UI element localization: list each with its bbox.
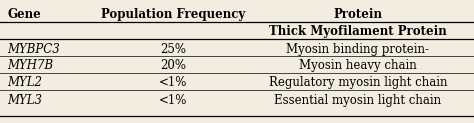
Text: Population Frequency: Population Frequency [101,8,245,21]
Text: 20%: 20% [160,59,186,72]
Text: Gene: Gene [7,8,41,21]
Text: <1%: <1% [159,76,187,89]
Text: <1%: <1% [159,94,187,107]
Text: Regulatory myosin light chain: Regulatory myosin light chain [269,76,447,89]
Text: Myosin binding protein-: Myosin binding protein- [286,43,429,56]
Text: MYH7B: MYH7B [7,59,53,72]
Text: MYL3: MYL3 [7,94,42,107]
Text: Essential myosin light chain: Essential myosin light chain [274,94,441,107]
Text: Protein: Protein [333,8,383,21]
Text: MYBPC3: MYBPC3 [7,43,60,56]
Text: MYL2: MYL2 [7,76,42,89]
Text: Myosin heavy chain: Myosin heavy chain [299,59,417,72]
Text: Thick Myofilament Protein: Thick Myofilament Protein [269,25,447,38]
Text: 25%: 25% [160,43,186,56]
